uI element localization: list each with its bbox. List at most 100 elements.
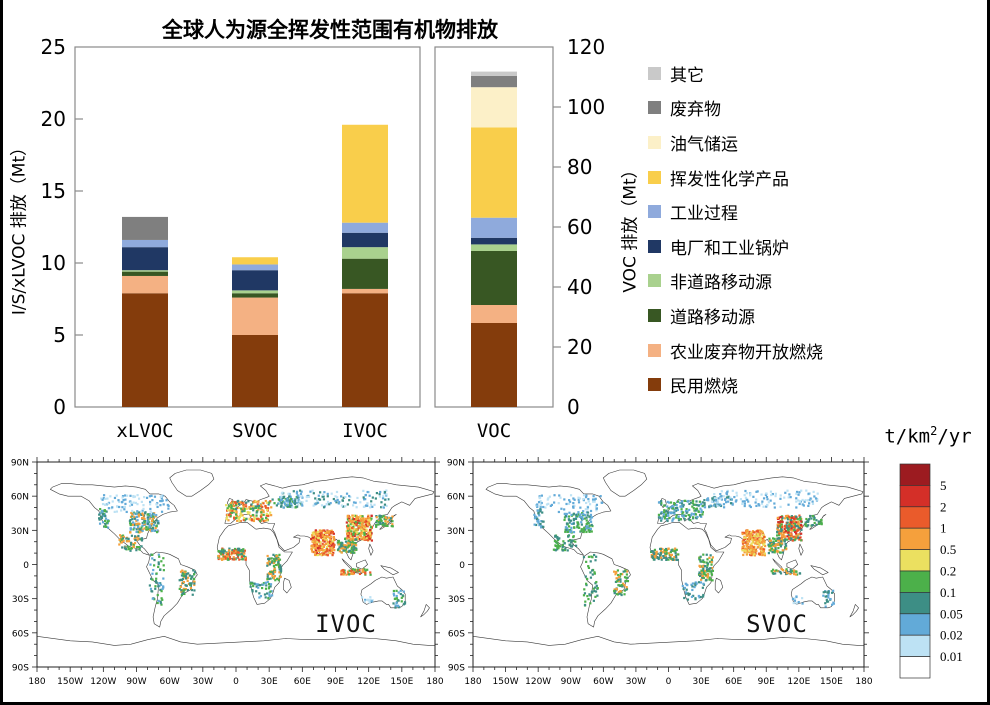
emission-cell-canada — [546, 498, 549, 501]
emission-cell-andes — [162, 585, 165, 588]
emission-cell-europe — [229, 505, 232, 508]
emission-cell-us-east — [565, 526, 568, 529]
emission-cell-siberia — [769, 499, 772, 502]
emission-cell-siberia — [714, 498, 717, 502]
emission-cell-east-china — [790, 537, 793, 540]
emission-cell-se-asia — [351, 537, 354, 540]
emission-cell-brazil-coast — [615, 592, 618, 596]
emission-cell-siberia — [336, 498, 339, 502]
emission-cell-us-east — [141, 521, 144, 525]
left-axis-tick-label: 0 — [53, 395, 66, 419]
emission-cell-australia-east — [398, 606, 401, 609]
emission-cell-india — [761, 531, 765, 535]
emission-cell-west-russia — [719, 504, 722, 507]
emission-cell-canada — [132, 501, 135, 504]
emission-cell-us-east — [139, 513, 142, 516]
emission-cell-east-china — [354, 521, 357, 524]
emission-cell-mexico-central-america — [130, 546, 134, 550]
emission-cell-west-russia — [725, 501, 728, 504]
emission-cell-east-china — [356, 531, 359, 534]
emission-cell-east-africa — [279, 570, 282, 573]
emission-cell-india — [312, 538, 315, 541]
emission-cell-west-russia — [717, 497, 720, 500]
emission-cell-europe — [267, 514, 270, 518]
emission-cell-india — [317, 544, 320, 548]
emission-cell-europe — [265, 508, 269, 511]
emission-cell-brazil-coast — [617, 574, 620, 577]
emission-cell-siberia — [743, 500, 746, 503]
emission-cell-se-asia — [768, 537, 771, 540]
emission-cell-andes — [151, 578, 154, 581]
emission-cell-brazil-coast — [193, 577, 196, 581]
emission-cell-japan-korea — [813, 516, 816, 520]
emission-cell-east-china — [346, 518, 350, 521]
emission-cell-india — [757, 539, 760, 543]
emission-cell-east-china — [357, 519, 361, 522]
emission-cell-us-west — [104, 523, 107, 526]
emission-cell-west-russia — [731, 503, 734, 506]
emission-cell-india — [316, 547, 320, 550]
emission-cell-east-china — [366, 522, 369, 525]
emission-cell-east-china — [361, 522, 364, 525]
emission-cell-andes — [162, 557, 165, 560]
emission-cell-west-russia — [720, 498, 724, 501]
antarctica-coast — [36, 635, 435, 646]
emission-cell-siberia — [767, 501, 770, 504]
emission-cell-europe — [682, 515, 685, 518]
emission-cell-siberia — [786, 489, 789, 492]
emission-cell-east-china — [351, 514, 354, 517]
emission-cell-europe — [259, 518, 262, 521]
emission-cell-east-africa — [279, 565, 282, 568]
emission-cell-india — [326, 540, 329, 543]
emission-cell-brazil-coast — [188, 582, 191, 585]
emission-cell-brazil-coast — [191, 593, 194, 596]
emission-cell-siberia — [287, 492, 290, 495]
emission-cell-se-asia — [337, 548, 340, 551]
emission-cell-east-china — [787, 533, 791, 536]
emission-cell-indonesia-java — [354, 570, 357, 573]
emission-cell-india — [760, 536, 764, 539]
emission-cell-east-africa — [274, 563, 278, 567]
emission-cell-india — [756, 537, 759, 540]
emission-cell-west-africa — [674, 547, 677, 550]
emission-cell-japan-korea — [375, 516, 378, 519]
emission-cell-east-china — [362, 529, 365, 532]
emission-cell-east-africa — [709, 578, 712, 581]
emission-cell-siberia — [284, 499, 287, 502]
emission-cell-india — [324, 536, 327, 539]
emission-cell-mexico-central-america — [130, 534, 134, 537]
emission-cell-east-china — [360, 521, 363, 524]
emission-cell-europe — [265, 512, 268, 515]
emission-cell-europe — [681, 505, 685, 508]
emission-cell-europe — [693, 509, 696, 512]
emission-cell-australia-sw — [361, 596, 364, 599]
emission-cell-andes — [591, 569, 594, 572]
emission-cell-australia-east — [824, 590, 827, 593]
emission-cell-brazil-coast — [613, 570, 616, 573]
emission-cell-india — [759, 533, 762, 536]
emission-cell-brazil-coast — [626, 580, 630, 583]
emission-cell-siberia — [749, 505, 752, 509]
emission-cell-east-china — [354, 533, 357, 536]
emission-cell-india — [321, 547, 324, 551]
emission-cell-india — [758, 541, 761, 544]
emission-cell-india — [331, 552, 334, 556]
emission-cell-se-asia — [779, 538, 782, 542]
emission-cell-us-east — [583, 517, 586, 520]
colorbar-tick-label: 0.2 — [940, 564, 956, 579]
emission-cell-india — [325, 550, 328, 553]
emission-cell-japan-korea — [390, 524, 393, 528]
emission-cell-canada — [121, 495, 125, 498]
lon-tick-label: 0 — [666, 677, 672, 687]
emission-cell-canada — [537, 505, 541, 508]
emission-cell-west-africa — [669, 550, 672, 554]
emission-cell-us-east — [152, 523, 156, 527]
emission-cell-west-africa — [657, 557, 660, 561]
emission-cell-west-africa — [221, 550, 224, 553]
emission-cell-india — [749, 550, 752, 553]
emission-cell-us-east — [570, 522, 574, 525]
emission-cell-andes — [151, 557, 154, 560]
emission-cell-indonesia-java — [353, 568, 357, 571]
emission-cell-europe — [231, 500, 234, 503]
emission-cell-canada — [102, 497, 105, 500]
